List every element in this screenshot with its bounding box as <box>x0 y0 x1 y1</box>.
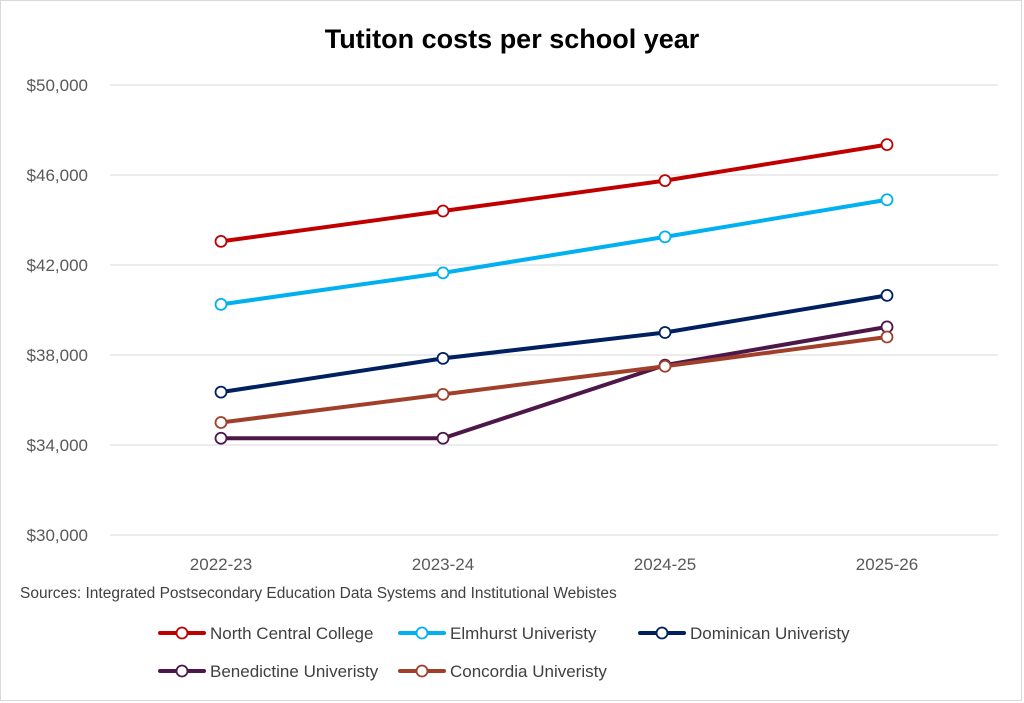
series-north-central-college <box>214 138 894 248</box>
legend-label: Benedictine Univeristy <box>210 662 379 681</box>
data-point <box>214 385 228 399</box>
data-point <box>436 431 450 445</box>
legend-label: North Central College <box>210 624 373 643</box>
data-point <box>214 416 228 429</box>
legend-swatch-marker <box>415 626 429 640</box>
series-benedictine-univeristy <box>214 320 894 445</box>
series-line <box>219 197 889 307</box>
legend-item-north-central-college: North Central College <box>158 624 373 643</box>
legend-swatch-marker <box>415 664 429 678</box>
series-line <box>219 293 889 395</box>
legend-item-benedictine-univeristy: Benedictine Univeristy <box>158 662 379 681</box>
legend-label: Elmhurst Univeristy <box>450 624 597 643</box>
y-tick-label: $42,000 <box>27 256 88 275</box>
y-tick-label: $34,000 <box>27 436 88 455</box>
data-point <box>214 431 228 445</box>
x-tick-label: 2022-23 <box>190 555 252 574</box>
series-dominican-univeristy <box>214 288 894 399</box>
x-tick-label: 2025-26 <box>856 555 918 574</box>
series-elmhurst-univeristy <box>214 193 894 311</box>
y-tick-label: $50,000 <box>27 76 88 95</box>
series-line <box>219 324 889 441</box>
legend: North Central College Elmhurst Univeristy… <box>158 624 850 681</box>
x-tick-label: 2024-25 <box>634 555 696 574</box>
legend-item-concordia-univeristy: Concordia Univeristy <box>398 662 607 681</box>
series-concordia-univeristy <box>214 330 894 429</box>
data-point <box>436 351 450 365</box>
data-point <box>658 326 672 339</box>
series-line <box>219 335 889 425</box>
y-axis-ticks: $30,000 $34,000 $38,000 $42,000 $46,000 $50,0… <box>27 76 88 545</box>
data-point <box>658 174 672 188</box>
x-tick-label: 2023-24 <box>412 555 474 574</box>
data-point <box>880 330 894 344</box>
data-point <box>436 204 450 218</box>
data-point <box>436 266 450 280</box>
data-point <box>214 234 228 248</box>
x-axis-ticks: 2022-23 2023-24 2024-25 2025-26 <box>190 555 918 574</box>
data-point <box>214 297 228 311</box>
data-point <box>880 193 894 207</box>
data-point <box>658 230 672 244</box>
data-point <box>880 288 894 302</box>
series-lines <box>214 138 894 445</box>
legend-swatch-marker <box>175 664 189 678</box>
legend-swatch-marker <box>175 626 189 640</box>
gridlines <box>110 84 998 536</box>
legend-label: Concordia Univeristy <box>450 662 607 681</box>
source-note: Sources: Integrated Postsecondary Educat… <box>20 585 617 602</box>
legend-swatch-marker <box>655 626 669 640</box>
legend-item-elmhurst-univeristy: Elmhurst Univeristy <box>398 624 597 643</box>
y-tick-label: $46,000 <box>27 166 88 185</box>
legend-label: Dominican Univeristy <box>690 624 850 643</box>
legend-item-dominican-univeristy: Dominican Univeristy <box>638 624 850 643</box>
series-line <box>219 142 889 244</box>
y-tick-label: $38,000 <box>27 346 88 365</box>
data-point <box>658 359 672 373</box>
chart-title: Tutiton costs per school year <box>325 24 700 54</box>
y-tick-label: $30,000 <box>27 526 88 545</box>
data-point <box>436 387 450 401</box>
data-point <box>880 138 894 152</box>
